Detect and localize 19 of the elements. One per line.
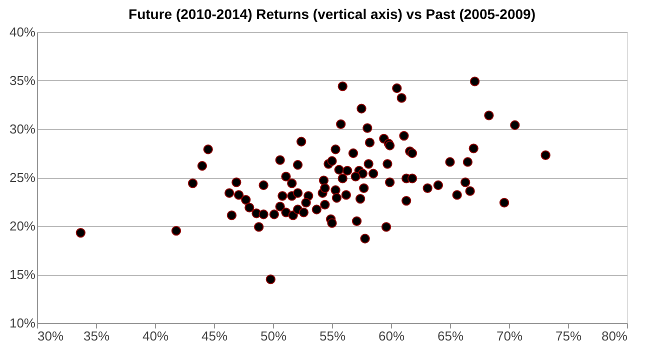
x-tick-label: 80% bbox=[601, 328, 628, 344]
x-tick-label: 40% bbox=[142, 328, 169, 344]
x-tick-label: 55% bbox=[319, 328, 346, 344]
y-tick-label: 15% bbox=[9, 267, 36, 282]
y-tick-label: 10% bbox=[9, 316, 36, 330]
chart-title: Future (2010-2014) Returns (vertical axis) vs Past (2005-2009) bbox=[128, 6, 536, 22]
y-tick-label: 20% bbox=[9, 218, 36, 234]
x-tick-label: 45% bbox=[201, 328, 228, 344]
x-tick-label: 70% bbox=[496, 328, 523, 344]
y-tick-label: 30% bbox=[9, 122, 36, 136]
x-tick-label: 35% bbox=[83, 328, 110, 344]
x-tick-label: 65% bbox=[437, 328, 464, 344]
x-tick-label: 50% bbox=[260, 328, 287, 344]
x-tick-label: 30% bbox=[38, 328, 64, 344]
x-tick-label: 75% bbox=[555, 328, 582, 344]
y-tick-label: 35% bbox=[9, 73, 36, 88]
y-tick-label: 25% bbox=[9, 170, 36, 185]
x-tick-label: 60% bbox=[378, 328, 405, 344]
y-tick-label: 40% bbox=[9, 24, 36, 40]
